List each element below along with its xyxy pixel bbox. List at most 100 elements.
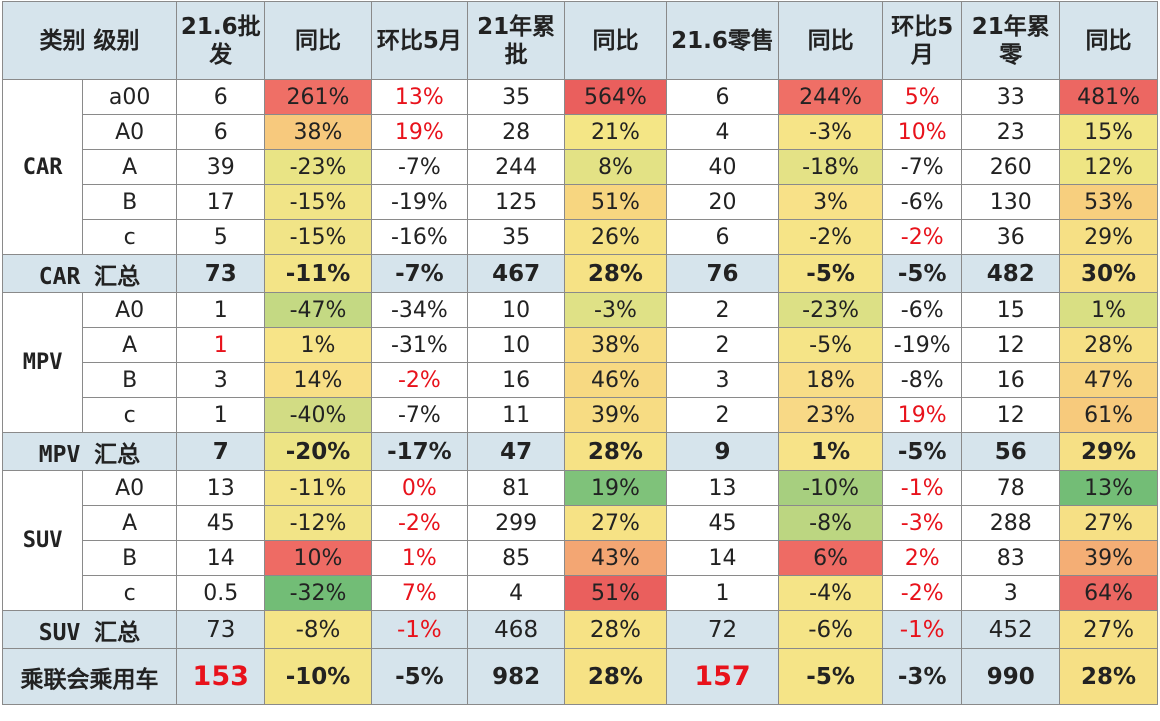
cell-june-wholesale: 17 bbox=[175, 184, 266, 220]
cell-wholesale-mom: -5% bbox=[370, 648, 469, 705]
level-label: B bbox=[82, 184, 177, 220]
category-label: CAR bbox=[1, 79, 84, 255]
cell-retail-yoy: 1% bbox=[778, 432, 884, 471]
cell-wholesale-yoy: -32% bbox=[264, 575, 372, 611]
cell-ytd-wholesale-yoy: 8% bbox=[564, 149, 667, 185]
table-row: CAR a00 6 261% 13% 35 564% 6 244% 5% 33 481% bbox=[1, 79, 1158, 255]
header-wholesale-mom: 环比5月 bbox=[370, 1, 469, 80]
total-label: 乘联会乘用车 bbox=[2, 648, 177, 705]
cell-wholesale-yoy: -11% bbox=[264, 470, 372, 506]
cell-june-wholesale: 73 bbox=[175, 254, 266, 293]
table-row: B 14 10% 1% 85 43% 14 6% 2% 83 39% bbox=[3, 540, 1158, 576]
cell-ytd-retail-yoy: 28% bbox=[1059, 648, 1158, 705]
cell-wholesale-mom: 1% bbox=[370, 540, 469, 576]
cell-retail-mom: -19% bbox=[882, 327, 963, 363]
cell-ytd-wholesale-yoy: 38% bbox=[564, 327, 667, 363]
header-june-retail: 21.6零售 bbox=[665, 1, 780, 80]
cell-wholesale-yoy: 10% bbox=[264, 540, 372, 576]
level-label: A0 bbox=[82, 114, 177, 150]
cell-wholesale-mom: -7% bbox=[370, 254, 469, 293]
cell-retail-yoy: -4% bbox=[778, 575, 884, 611]
cell-retail-yoy: -18% bbox=[778, 149, 884, 185]
cell-june-wholesale: 1 bbox=[175, 327, 266, 363]
cell-wholesale-yoy: -11% bbox=[264, 254, 372, 293]
cell-ytd-wholesale-yoy: 39% bbox=[564, 397, 667, 433]
cell-ytd-retail-yoy: 1% bbox=[1059, 292, 1158, 328]
table-row: B 3 14% -2% 16 46% 3 18% -8% 16 47% bbox=[3, 362, 1158, 398]
cell-ytd-retail: 33 bbox=[961, 79, 1061, 115]
cell-wholesale-yoy: 1% bbox=[264, 327, 372, 363]
cell-wholesale-yoy: -23% bbox=[264, 149, 372, 185]
cell-ytd-wholesale: 47 bbox=[467, 432, 565, 471]
cell-june-retail: 13 bbox=[665, 470, 780, 506]
cell-wholesale-mom: 13% bbox=[370, 79, 469, 115]
cell-ytd-retail-yoy: 29% bbox=[1059, 432, 1158, 471]
cell-ytd-wholesale: 35 bbox=[467, 219, 565, 255]
cell-ytd-retail: 83 bbox=[961, 540, 1061, 576]
cell-ytd-retail-yoy: 64% bbox=[1059, 575, 1158, 611]
header-june-wholesale: 21.6批发 bbox=[175, 1, 266, 80]
cell-wholesale-yoy: -40% bbox=[264, 397, 372, 433]
cell-retail-mom: 10% bbox=[882, 114, 963, 150]
cell-retail-mom: -5% bbox=[882, 254, 963, 293]
cell-june-retail: 157 bbox=[665, 648, 780, 705]
cell-ytd-wholesale: 982 bbox=[467, 648, 565, 705]
cell-retail-yoy: 6% bbox=[778, 540, 884, 576]
cell-ytd-retail: 288 bbox=[961, 505, 1061, 541]
table-row: c 0.5 -32% 7% 4 51% 1 -4% -2% 3 64% bbox=[3, 575, 1158, 611]
header-retail-yoy: 同比 bbox=[778, 1, 884, 80]
cell-wholesale-mom: -2% bbox=[370, 505, 469, 541]
cell-wholesale-mom: -17% bbox=[370, 432, 469, 471]
table-row: A0 6 38% 19% 28 21% 4 -3% 10% 23 15% bbox=[3, 114, 1158, 150]
level-label: a00 bbox=[82, 79, 177, 115]
cell-ytd-retail-yoy: 30% bbox=[1059, 254, 1158, 293]
cell-retail-yoy: -5% bbox=[778, 254, 884, 293]
cell-ytd-wholesale: 125 bbox=[467, 184, 565, 220]
cell-ytd-retail: 3 bbox=[961, 575, 1061, 611]
cell-retail-mom: 2% bbox=[882, 540, 963, 576]
cell-june-wholesale: 45 bbox=[175, 505, 266, 541]
cell-ytd-retail-yoy: 61% bbox=[1059, 397, 1158, 433]
level-label: A bbox=[82, 327, 177, 363]
cell-june-retail: 20 bbox=[665, 184, 780, 220]
cell-wholesale-yoy: 14% bbox=[264, 362, 372, 398]
cell-ytd-wholesale: 299 bbox=[467, 505, 565, 541]
cell-june-wholesale: 7 bbox=[175, 432, 266, 471]
cell-june-retail: 6 bbox=[665, 219, 780, 255]
cell-ytd-wholesale: 244 bbox=[467, 149, 565, 185]
cell-wholesale-yoy: -15% bbox=[264, 184, 372, 220]
cell-ytd-wholesale: 10 bbox=[467, 292, 565, 328]
cell-ytd-wholesale-yoy: 51% bbox=[564, 575, 667, 611]
level-label: B bbox=[82, 362, 177, 398]
cell-ytd-wholesale: 468 bbox=[467, 610, 565, 649]
cell-june-retail: 2 bbox=[665, 397, 780, 433]
level-label: A0 bbox=[82, 470, 177, 506]
cell-ytd-retail-yoy: 28% bbox=[1059, 327, 1158, 363]
table-row: A 39 -23% -7% 244 8% 40 -18% -7% 260 12% bbox=[3, 149, 1158, 185]
cell-retail-yoy: -3% bbox=[778, 114, 884, 150]
cell-wholesale-yoy: -20% bbox=[264, 432, 372, 471]
cell-june-wholesale: 39 bbox=[175, 149, 266, 185]
cell-retail-mom: -2% bbox=[882, 219, 963, 255]
cell-retail-mom: -3% bbox=[882, 505, 963, 541]
level-label: B bbox=[82, 540, 177, 576]
cell-ytd-retail-yoy: 13% bbox=[1059, 470, 1158, 506]
cell-ytd-wholesale: 81 bbox=[467, 470, 565, 506]
cell-ytd-retail: 482 bbox=[961, 254, 1061, 293]
cell-ytd-wholesale-yoy: 564% bbox=[564, 79, 667, 115]
cell-ytd-retail: 452 bbox=[961, 610, 1061, 649]
cell-wholesale-mom: 7% bbox=[370, 575, 469, 611]
table-row: A 1 1% -31% 10 38% 2 -5% -19% 12 28% bbox=[3, 327, 1158, 363]
cell-retail-yoy: -10% bbox=[778, 470, 884, 506]
cell-wholesale-mom: 0% bbox=[370, 470, 469, 506]
summary-label: CAR 汇总 bbox=[2, 254, 177, 293]
summary-label: MPV 汇总 bbox=[2, 432, 177, 471]
cell-june-retail: 72 bbox=[665, 610, 780, 649]
level-label: c bbox=[82, 219, 177, 255]
cell-ytd-wholesale: 28 bbox=[467, 114, 565, 150]
cell-ytd-retail-yoy: 47% bbox=[1059, 362, 1158, 398]
header-category-level: 类别 级别 bbox=[2, 1, 177, 80]
cell-ytd-wholesale-yoy: 26% bbox=[564, 219, 667, 255]
cell-ytd-retail: 23 bbox=[961, 114, 1061, 150]
cell-june-retail: 76 bbox=[665, 254, 780, 293]
